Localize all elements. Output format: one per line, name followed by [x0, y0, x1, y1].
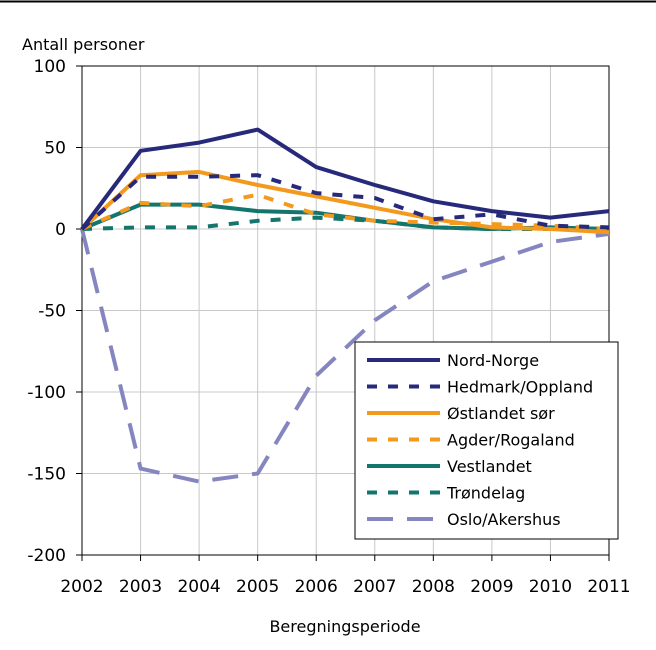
legend-label: Trøndelag	[446, 484, 525, 503]
x-tick-label: 2011	[587, 577, 630, 597]
legend-label: Nord-Norge	[447, 351, 539, 370]
x-tick-label: 2007	[353, 577, 396, 597]
legend-label: Østlandet sør	[447, 404, 555, 423]
series-line	[80, 173, 610, 231]
x-axis-title: Beregningsperiode	[269, 617, 420, 636]
x-tick-label: 2008	[412, 577, 455, 597]
x-tick-label: 2010	[529, 577, 572, 597]
series-line	[80, 169, 610, 235]
x-tick-label: 2003	[119, 577, 162, 597]
x-axis-ticks: 2002 2003 2004 2005 2006 2007 2008 2009 2010 2011	[60, 555, 631, 597]
series-line	[80, 127, 610, 231]
y-tick-label: 50	[44, 139, 66, 159]
x-tick-label: 2009	[470, 577, 513, 597]
x-tick-label: 2002	[60, 577, 103, 597]
y-tick-label: -150	[27, 465, 66, 485]
y-axis-ticks: 100 50 0 -50 -100 -150 -200	[27, 57, 82, 566]
legend-label: Vestlandet	[447, 457, 532, 476]
y-tick-label: -200	[27, 546, 66, 566]
series-line	[81, 215, 609, 231]
x-tick-label: 2006	[295, 577, 338, 597]
y-tick-label: 100	[34, 57, 66, 77]
legend: Nord-Norge Hedmark/Oppland Østlandet sør Ag…	[354, 341, 619, 540]
series-lines	[80, 127, 610, 484]
legend-label: Hedmark/Oppland	[447, 378, 593, 397]
series-line	[81, 192, 610, 231]
legend-box	[354, 341, 619, 540]
x-tick-label: 2005	[236, 577, 279, 597]
y-tick-label: 0	[55, 220, 66, 240]
series-line	[80, 228, 610, 484]
legend-label: Agder/Rogaland	[447, 431, 575, 450]
y-tick-label: -50	[38, 302, 66, 322]
y-axis-title: Antall personer	[22, 35, 145, 54]
y-tick-label: -100	[27, 383, 66, 403]
x-tick-label: 2004	[177, 577, 220, 597]
legend-label: Oslo/Akershus	[447, 510, 561, 529]
